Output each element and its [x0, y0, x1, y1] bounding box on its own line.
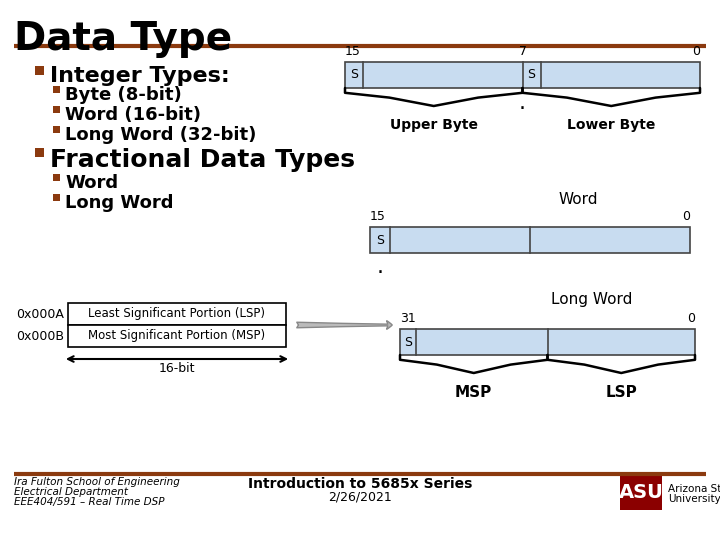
Text: Most Significant Portion (MSP): Most Significant Portion (MSP)	[89, 329, 266, 342]
Text: Data Type: Data Type	[14, 20, 232, 58]
Bar	[400, 329, 695, 355]
Text: Word: Word	[65, 174, 118, 192]
Text: Lower Byte: Lower Byte	[567, 118, 655, 132]
Text: MSP: MSP	[455, 385, 492, 400]
Text: Upper Byte: Upper Byte	[390, 118, 478, 132]
Text: Long Word: Long Word	[551, 292, 632, 307]
Text: Integer Types:: Integer Types:	[50, 66, 230, 86]
Text: 0x000B: 0x000B	[16, 329, 64, 342]
Text: 0: 0	[692, 45, 700, 58]
Text: S: S	[376, 233, 384, 246]
Bar	[68, 303, 286, 325]
Bar	[53, 86, 60, 93]
Text: Fractional Data Types: Fractional Data Types	[50, 148, 355, 172]
Text: 0x000A: 0x000A	[16, 307, 64, 321]
Text: Introduction to 5685x Series: Introduction to 5685x Series	[248, 477, 472, 491]
Text: 2/26/2021: 2/26/2021	[328, 490, 392, 503]
Bar	[53, 174, 60, 181]
Text: .: .	[377, 257, 384, 277]
Text: ASU: ASU	[618, 483, 663, 502]
Text: 0: 0	[687, 312, 695, 325]
Text: University: University	[668, 494, 720, 504]
Text: .: .	[519, 93, 526, 113]
Bar	[620, 474, 662, 510]
Text: S: S	[404, 335, 412, 348]
Text: Ira Fulton School of Engineering: Ira Fulton School of Engineering	[14, 477, 180, 487]
Text: 31: 31	[400, 312, 415, 325]
Text: 0: 0	[682, 210, 690, 223]
Text: Word: Word	[558, 192, 598, 207]
Text: 7: 7	[518, 45, 526, 58]
Text: Word (16-bit): Word (16-bit)	[65, 106, 201, 124]
Bar	[345, 62, 700, 88]
Text: 15: 15	[345, 45, 361, 58]
Text: Arizona State: Arizona State	[668, 484, 720, 494]
Text: EEE404/591 – Real Time DSP: EEE404/591 – Real Time DSP	[14, 497, 164, 507]
Text: Long Word: Long Word	[65, 194, 174, 212]
Text: S: S	[350, 69, 358, 82]
Text: Electrical Department: Electrical Department	[14, 487, 128, 497]
Text: S: S	[528, 69, 536, 82]
Bar	[53, 106, 60, 113]
Text: Byte (8-bit): Byte (8-bit)	[65, 86, 181, 104]
Bar	[35, 66, 44, 75]
Text: 15: 15	[370, 210, 386, 223]
Text: 16-bit: 16-bit	[158, 362, 195, 375]
Bar	[53, 194, 60, 201]
Bar	[370, 227, 690, 253]
Bar	[68, 325, 286, 347]
Text: Long Word (32-bit): Long Word (32-bit)	[65, 126, 256, 144]
Text: Least Significant Portion (LSP): Least Significant Portion (LSP)	[89, 307, 266, 321]
Bar	[35, 148, 44, 157]
Text: LSP: LSP	[606, 385, 637, 400]
Bar	[53, 126, 60, 133]
